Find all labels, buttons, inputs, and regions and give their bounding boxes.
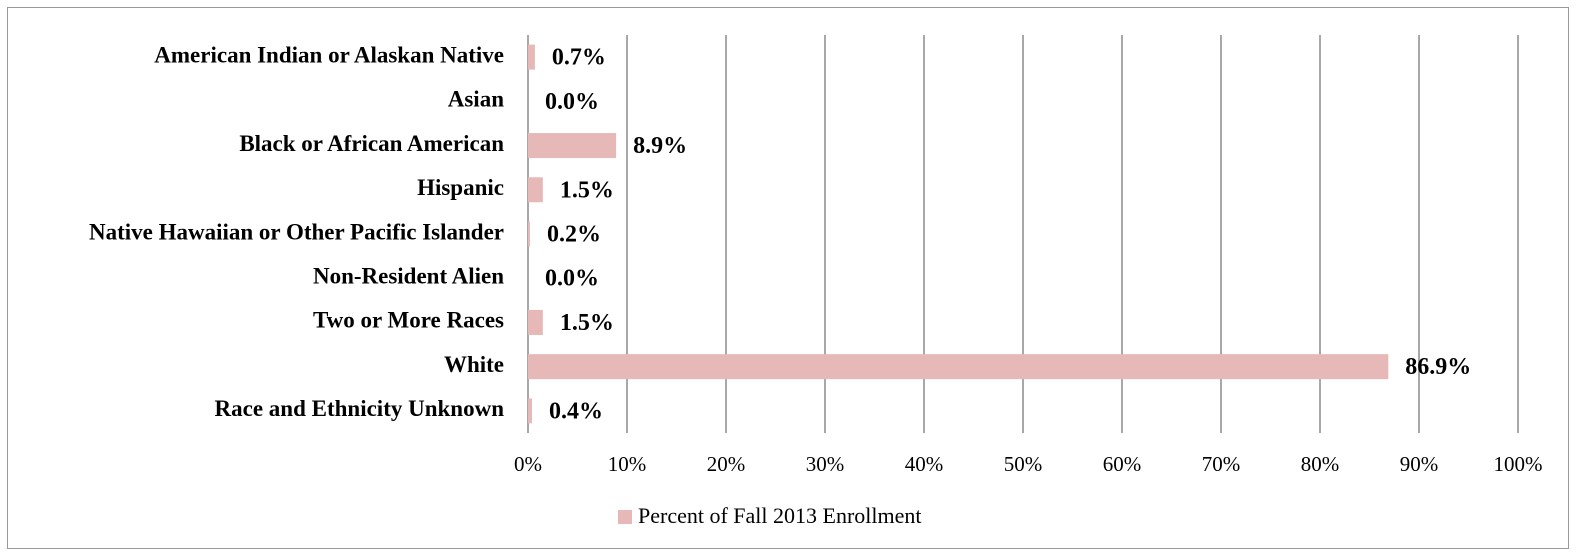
y-tick-label: Hispanic — [417, 175, 504, 200]
y-tick-label: Two or More Races — [313, 308, 504, 333]
x-tick-label: 10% — [608, 452, 647, 476]
data-label: 8.9% — [633, 133, 687, 159]
data-label: 1.5% — [560, 310, 614, 336]
bar — [528, 398, 532, 424]
y-tick-label: White — [444, 352, 504, 377]
data-label: 0.0% — [545, 266, 599, 292]
x-tick-label: 100% — [1494, 452, 1543, 476]
data-label: 0.0% — [545, 89, 599, 115]
y-tick-label: American Indian or Alaskan Native — [154, 42, 504, 67]
y-tick-label: Black or African American — [239, 131, 504, 156]
legend-label: Percent of Fall 2013 Enrollment — [638, 503, 922, 528]
bar — [528, 354, 1389, 380]
x-tick-label: 70% — [1202, 452, 1241, 476]
x-tick-label: 30% — [806, 452, 845, 476]
x-tick-label: 40% — [905, 452, 944, 476]
data-label: 0.4% — [549, 398, 603, 424]
x-tick-label: 0% — [514, 452, 542, 476]
legend-swatch — [618, 510, 632, 524]
bar — [528, 221, 530, 247]
y-tick-label: Non-Resident Alien — [313, 264, 504, 289]
y-tick-label: Asian — [448, 87, 504, 112]
bar — [528, 44, 535, 70]
bar — [528, 177, 543, 203]
bar — [528, 133, 617, 159]
x-tick-label: 60% — [1103, 452, 1142, 476]
x-tick-label: 20% — [707, 452, 746, 476]
y-tick-label: Race and Ethnicity Unknown — [215, 396, 505, 421]
chart-border — [7, 7, 1569, 549]
data-label: 1.5% — [560, 177, 614, 203]
data-label: 86.9% — [1405, 354, 1471, 380]
x-tick-label: 90% — [1400, 452, 1439, 476]
x-tick-label: 80% — [1301, 452, 1340, 476]
data-label: 0.2% — [547, 222, 601, 248]
bar — [528, 309, 543, 335]
x-tick-label: 50% — [1004, 452, 1043, 476]
y-tick-label: Native Hawaiian or Other Pacific Islande… — [89, 219, 504, 244]
data-label: 0.7% — [552, 45, 606, 71]
